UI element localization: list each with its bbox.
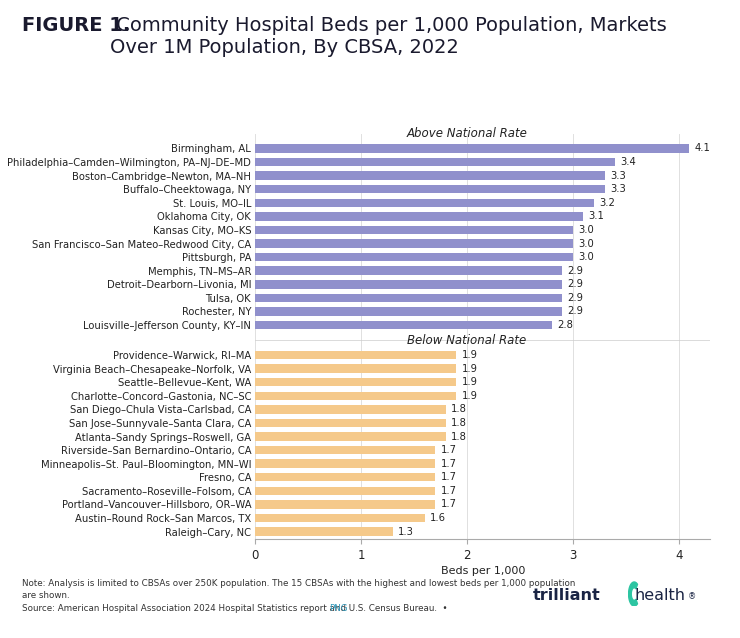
Bar xyxy=(255,308,562,316)
Text: Source: American Hospital Association 2024 Hospital Statistics report and U.S. C: Source: American Hospital Association 20… xyxy=(22,604,454,612)
X-axis label: Beds per 1,000: Beds per 1,000 xyxy=(440,566,525,576)
Bar xyxy=(255,144,689,152)
Bar xyxy=(255,158,615,166)
Text: 3.0: 3.0 xyxy=(578,252,594,262)
Text: 1.6: 1.6 xyxy=(430,513,446,523)
Text: 1.7: 1.7 xyxy=(440,500,457,510)
Text: 3.2: 3.2 xyxy=(599,198,615,208)
Text: ®: ® xyxy=(688,592,696,601)
Text: 2.8: 2.8 xyxy=(557,320,573,330)
Text: Community Hospital Beds per 1,000 Population, Markets
Over 1M Population, By CBS: Community Hospital Beds per 1,000 Popula… xyxy=(110,16,666,57)
Bar xyxy=(255,419,445,427)
Text: are shown.: are shown. xyxy=(22,591,70,600)
Text: 3.1: 3.1 xyxy=(589,211,605,221)
Text: 1.7: 1.7 xyxy=(440,472,457,482)
Bar xyxy=(255,364,457,373)
Text: 2.9: 2.9 xyxy=(568,306,584,316)
Text: FIGURE 1.: FIGURE 1. xyxy=(22,16,130,35)
Text: 3.3: 3.3 xyxy=(610,170,625,181)
Bar xyxy=(255,321,551,329)
Text: health: health xyxy=(634,588,685,603)
Text: 1.9: 1.9 xyxy=(462,390,478,401)
Bar xyxy=(255,212,583,221)
Text: 1.7: 1.7 xyxy=(440,459,457,469)
Bar xyxy=(255,487,435,495)
Bar xyxy=(255,433,445,441)
Text: 2.9: 2.9 xyxy=(568,293,584,303)
Bar xyxy=(255,473,435,482)
Bar xyxy=(255,500,435,508)
Bar xyxy=(255,528,393,536)
Text: PNG: PNG xyxy=(329,604,348,612)
Text: 1.9: 1.9 xyxy=(462,364,478,374)
Text: Note: Analysis is limited to CBSAs over 250K population. The 15 CBSAs with the h: Note: Analysis is limited to CBSAs over … xyxy=(22,579,576,588)
Bar xyxy=(255,378,457,387)
Bar xyxy=(255,351,457,359)
Text: 1.8: 1.8 xyxy=(451,404,467,414)
Bar xyxy=(255,459,435,468)
Text: 1.9: 1.9 xyxy=(462,377,478,387)
Bar xyxy=(255,293,562,302)
Text: 3.0: 3.0 xyxy=(578,225,594,235)
Text: 1.9: 1.9 xyxy=(462,350,478,360)
Bar xyxy=(255,280,562,288)
Text: 1.3: 1.3 xyxy=(398,526,414,537)
Bar xyxy=(255,392,457,400)
Text: Below National Rate: Below National Rate xyxy=(407,334,527,347)
Text: 2.9: 2.9 xyxy=(568,265,584,276)
Text: Above National Rate: Above National Rate xyxy=(406,128,528,140)
Text: 1.8: 1.8 xyxy=(451,431,467,441)
Text: trilliant: trilliant xyxy=(533,588,601,603)
Bar xyxy=(255,267,562,275)
Text: 4.1: 4.1 xyxy=(695,144,710,153)
Bar xyxy=(255,253,573,262)
Text: 1.8: 1.8 xyxy=(451,418,467,428)
Bar xyxy=(255,405,445,413)
Bar xyxy=(255,226,573,234)
Text: 3.0: 3.0 xyxy=(578,239,594,249)
Text: 3.3: 3.3 xyxy=(610,184,625,194)
Text: 1.7: 1.7 xyxy=(440,445,457,455)
Bar xyxy=(255,172,605,180)
Bar xyxy=(255,514,425,523)
Bar xyxy=(255,198,594,207)
Bar xyxy=(255,185,605,193)
Text: 3.4: 3.4 xyxy=(620,157,636,167)
Bar xyxy=(255,239,573,248)
Bar xyxy=(255,446,435,454)
Polygon shape xyxy=(628,582,637,606)
Text: 2.9: 2.9 xyxy=(568,279,584,289)
Text: 1.7: 1.7 xyxy=(440,486,457,496)
